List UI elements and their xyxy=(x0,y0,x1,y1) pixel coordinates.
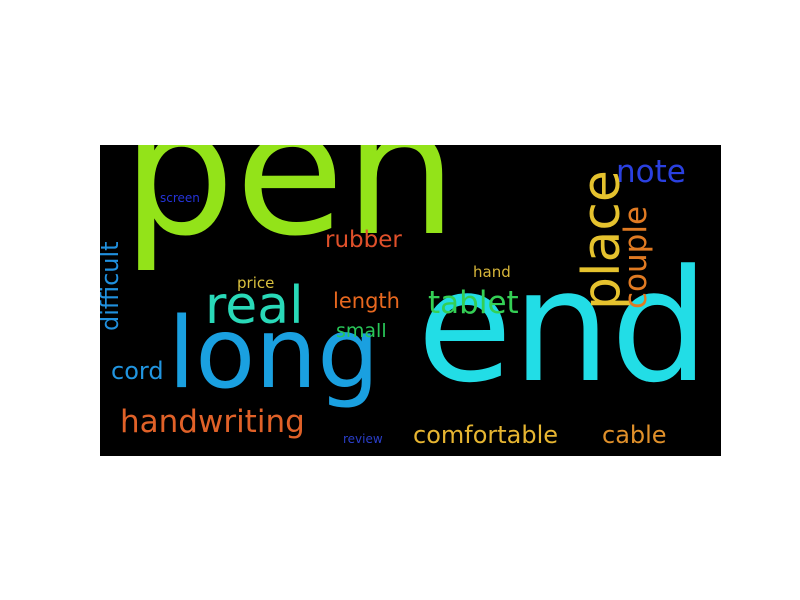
word-long: long xyxy=(168,297,380,411)
word-cloud: pen end long real tablet handwriting com… xyxy=(100,145,721,456)
word-tablet: tablet xyxy=(428,285,519,321)
word-note: note xyxy=(616,154,686,190)
word-cord: cord xyxy=(111,357,164,385)
word-pen: pen xyxy=(122,145,458,275)
word-price: price xyxy=(237,274,275,292)
word-couple: couple xyxy=(618,205,654,309)
word-screen: screen xyxy=(160,191,200,205)
word-rubber: rubber xyxy=(325,227,402,253)
word-review: review xyxy=(343,432,383,446)
word-small: small xyxy=(336,320,387,342)
word-real: real xyxy=(205,276,304,336)
word-comfortable: comfortable xyxy=(413,421,559,449)
word-handwriting: handwriting xyxy=(120,404,305,440)
word-difficult: difficult xyxy=(100,241,124,331)
word-end: end xyxy=(417,236,709,417)
word-cable: cable xyxy=(602,421,667,449)
word-hand: hand xyxy=(473,263,511,281)
word-length: length xyxy=(333,289,400,313)
